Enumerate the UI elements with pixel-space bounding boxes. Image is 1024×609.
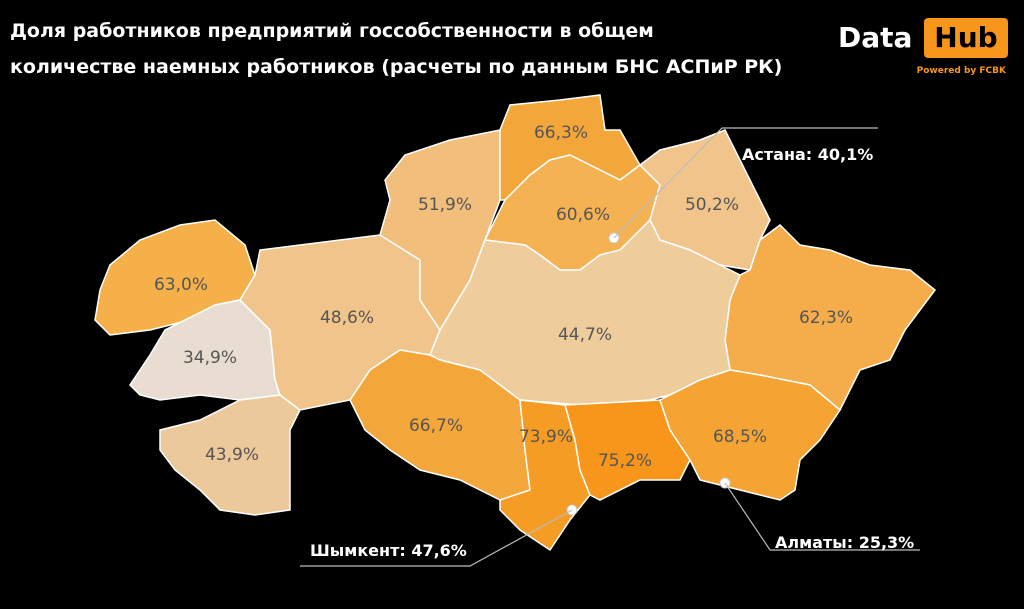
region-label: 75,2%	[598, 451, 652, 471]
region-label: 43,9%	[205, 445, 259, 465]
region-label: 34,9%	[183, 348, 237, 368]
leader-line	[300, 509, 573, 567]
city-label: Шымкент: 47,6%	[310, 541, 467, 560]
region-label: 63,0%	[154, 275, 208, 295]
region-label: 50,2%	[685, 195, 739, 215]
city-label: Астана: 40,1%	[742, 145, 873, 164]
logo-box	[924, 18, 1008, 58]
logo-tagline: Powered by FCBK	[917, 66, 1007, 76]
title: Доля работников предприятий госсобственн…	[10, 20, 654, 42]
region-label: 48,6%	[320, 308, 374, 328]
regions	[94, 94, 937, 552]
region-label: 60,6%	[556, 205, 610, 225]
region-label: 66,3%	[534, 123, 588, 143]
city-label: Алматы: 25,3%	[775, 533, 914, 552]
title: количестве наемных работников (расчеты п…	[10, 56, 782, 78]
region-label: 51,9%	[418, 195, 472, 215]
region-label: 73,9%	[519, 427, 573, 447]
leader-line	[613, 127, 878, 239]
logo-text: Hub	[934, 21, 997, 54]
labels: 63,0% 34,9% 43,9% 48,6% 51,9% 66,3% 60,6% 50,2%…	[154, 123, 920, 567]
region	[659, 369, 841, 501]
region-label: 44,7%	[558, 325, 612, 345]
region	[159, 394, 301, 516]
region-label: 68,5%	[713, 427, 767, 447]
logo-text: Data	[838, 21, 912, 54]
region-label: 66,7%	[409, 416, 463, 436]
leader-line	[724, 482, 920, 551]
region-label: 62,3%	[799, 308, 853, 328]
